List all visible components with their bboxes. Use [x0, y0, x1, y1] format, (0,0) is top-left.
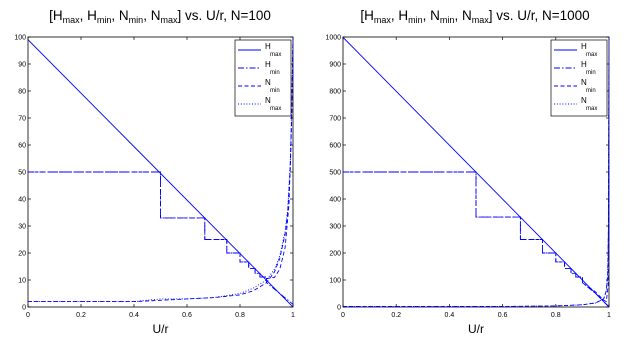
legend-label: H [265, 60, 271, 69]
series-line-extra-1 [28, 37, 293, 303]
legend-label-sub: max [586, 52, 597, 58]
series-group [28, 37, 293, 307]
x-tick-label: 0.2 [391, 312, 401, 319]
legend-label: N [581, 78, 587, 87]
x-axis-label: U/r [153, 322, 169, 336]
series-line-extra-1 [343, 37, 609, 307]
y-tick-label: 0 [337, 305, 341, 312]
y-tick-label: 0 [22, 305, 26, 312]
legend-label-sub: min [270, 88, 280, 94]
y-tick-label: 60 [18, 143, 26, 150]
chart-title: [Hmax, Hmin, Nmin, Nmax] vs. U/r, N=1000 [360, 8, 589, 25]
x-tick-label: 0 [26, 312, 30, 319]
x-tick-label: 0.6 [498, 312, 508, 319]
legend-label-sub: min [270, 70, 280, 76]
legend-label: H [581, 42, 587, 51]
chart-panel-1: [Hmax, Hmin, Nmin, Nmax] vs. U/r, N=100 0… [14, 8, 295, 336]
series-line-n-min [343, 37, 609, 303]
y-tick-label: 70 [18, 116, 26, 123]
chart-panel-2: [Hmax, Hmin, Nmin, Nmax] vs. U/r, N=1000… [325, 8, 611, 336]
legend-label-sub: max [270, 52, 281, 58]
y-tick-label: 80 [18, 89, 26, 96]
legend-label-sub: max [586, 106, 597, 112]
y-tick-label: 20 [18, 251, 26, 258]
y-tick-label: 800 [329, 89, 341, 96]
y-tick-label: 10 [18, 278, 26, 285]
legend-box [234, 39, 292, 117]
x-axis-label: U/r [468, 322, 484, 336]
legend-label: H [581, 60, 587, 69]
x-tick-label: 0.8 [235, 312, 245, 319]
legend-box [550, 39, 608, 117]
y-tick-label: 400 [329, 197, 341, 204]
y-tick-label: 900 [329, 62, 341, 69]
legend-label: N [265, 78, 271, 87]
series-line-n-min [28, 37, 293, 280]
x-tick-label: 0.6 [182, 312, 192, 319]
legend-label: H [265, 42, 271, 51]
y-tick-label: 500 [329, 170, 341, 177]
x-tick-label: 1 [291, 312, 295, 319]
legend-label-sub: min [586, 70, 596, 76]
y-tick-label: 700 [329, 116, 341, 123]
legend-label-sub: max [270, 106, 281, 112]
x-tick-label: 0.4 [445, 312, 455, 319]
y-tick-label: 30 [18, 224, 26, 231]
x-tick-label: 0 [341, 312, 345, 319]
chart-title: [Hmax, Hmin, Nmin, Nmax] vs. U/r, N=100 [49, 8, 271, 25]
x-tick-label: 0.4 [129, 312, 139, 319]
y-tick-label: 40 [18, 197, 26, 204]
legend-label: N [265, 96, 271, 105]
y-tick-label: 200 [329, 251, 341, 258]
x-tick-label: 0.2 [76, 312, 86, 319]
x-tick-label: 0.8 [551, 312, 561, 319]
y-tick-label: 90 [18, 62, 26, 69]
x-tick-label: 1 [607, 312, 611, 319]
legend-label-sub: min [586, 88, 596, 94]
y-tick-label: 600 [329, 143, 341, 150]
y-tick-label: 1000 [325, 35, 341, 42]
legend-label: N [581, 96, 587, 105]
y-tick-label: 100 [14, 35, 26, 42]
y-tick-label: 50 [18, 170, 26, 177]
y-tick-label: 300 [329, 224, 341, 231]
y-tick-label: 100 [329, 278, 341, 285]
series-group [343, 37, 609, 307]
